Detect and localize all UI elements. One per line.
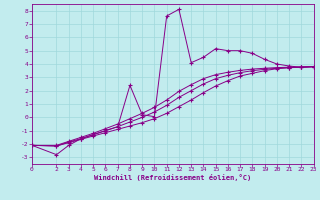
X-axis label: Windchill (Refroidissement éolien,°C): Windchill (Refroidissement éolien,°C) [94,174,252,181]
